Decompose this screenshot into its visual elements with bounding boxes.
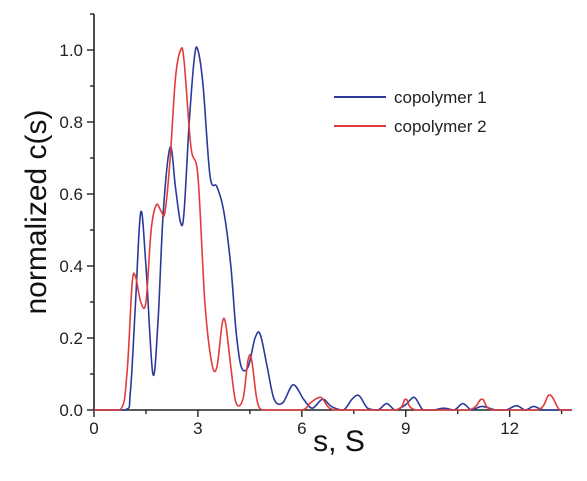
series-line-1 [94,46,572,411]
x-axis-title: s, S [313,425,365,458]
y-tick-label: 0.4 [59,257,83,276]
y-tick-label: 0.8 [59,113,83,132]
series-line-2 [94,47,572,411]
y-tick-label: 1.0 [59,41,83,60]
x-tick-label: 3 [193,419,202,438]
x-tick-label: 9 [401,419,410,438]
legend: copolymer 1 copolymer 2 [334,88,487,136]
y-axis-title: normalized c(s) [20,109,53,314]
y-tick-label: 0.0 [59,401,83,420]
y-tick-label: 0.2 [59,329,83,348]
y-tick-label: 0.6 [59,185,83,204]
axes: 0 3 6 9 12 0.0 0.2 0.4 0.6 0.8 1.0 [59,13,572,438]
x-tick-label: 0 [89,419,98,438]
legend-label-2: copolymer 2 [394,117,487,136]
plot-area [94,46,572,411]
x-tick-label: 12 [500,419,519,438]
x-tick-label: 6 [297,419,306,438]
legend-label-1: copolymer 1 [394,88,487,107]
